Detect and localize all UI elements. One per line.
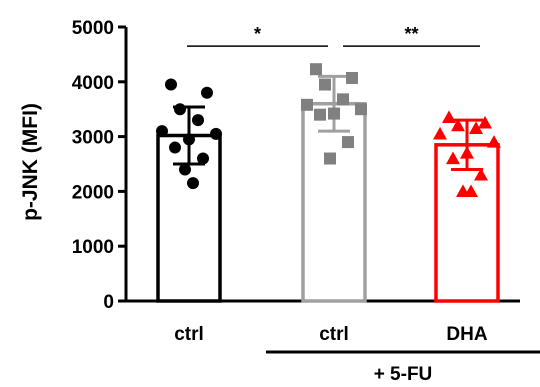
y-tick-label: 1000 [72, 237, 114, 258]
significance-label: ** [404, 24, 418, 44]
data-point [460, 146, 474, 159]
data-point [451, 118, 465, 132]
data-point [169, 141, 181, 154]
significance-label: * [254, 24, 261, 44]
data-point [183, 133, 195, 146]
data-point [469, 121, 483, 134]
data-point [319, 78, 331, 91]
x-tick-label: DHA [446, 324, 487, 345]
data-point [192, 114, 204, 127]
x-tick-label: ctrl [174, 324, 204, 345]
data-point [210, 127, 222, 140]
x-tick-label: ctrl [319, 324, 349, 345]
data-point [446, 151, 460, 165]
data-point [201, 86, 213, 99]
data-point [156, 125, 168, 138]
data-point [474, 167, 488, 181]
significance-brackets: * ** [187, 24, 480, 47]
data-point [433, 126, 447, 140]
data-point [442, 110, 456, 124]
bars [156, 101, 500, 303]
data-point [342, 136, 354, 149]
y-axis-label: p-JNK (MFI) [19, 103, 42, 221]
data-point [310, 63, 322, 76]
data-point [355, 103, 367, 116]
data-points [156, 63, 501, 197]
data-point [346, 71, 358, 84]
data-point [478, 115, 492, 129]
data-point [179, 163, 191, 176]
data-point [301, 98, 313, 111]
bar [301, 101, 367, 303]
data-point [324, 152, 336, 165]
y-tick-label: 3000 [72, 128, 114, 149]
data-point [174, 103, 186, 116]
y-tick-label: 4000 [72, 73, 114, 94]
data-point [187, 177, 199, 190]
y-tick-label: 5000 [72, 18, 114, 39]
data-point [464, 184, 478, 197]
axes: 0 1000 2000 3000 4000 5000 ctrl ctrl DHA + 5-FU [72, 18, 540, 385]
group-label: + 5-FU [374, 364, 433, 385]
data-point [197, 152, 209, 165]
data-point [328, 107, 340, 120]
y-tick-label: 2000 [72, 182, 114, 203]
data-point [165, 78, 177, 91]
data-point [314, 108, 326, 121]
data-point [337, 93, 349, 106]
y-tick-label: 0 [103, 292, 114, 313]
data-point [487, 135, 501, 148]
